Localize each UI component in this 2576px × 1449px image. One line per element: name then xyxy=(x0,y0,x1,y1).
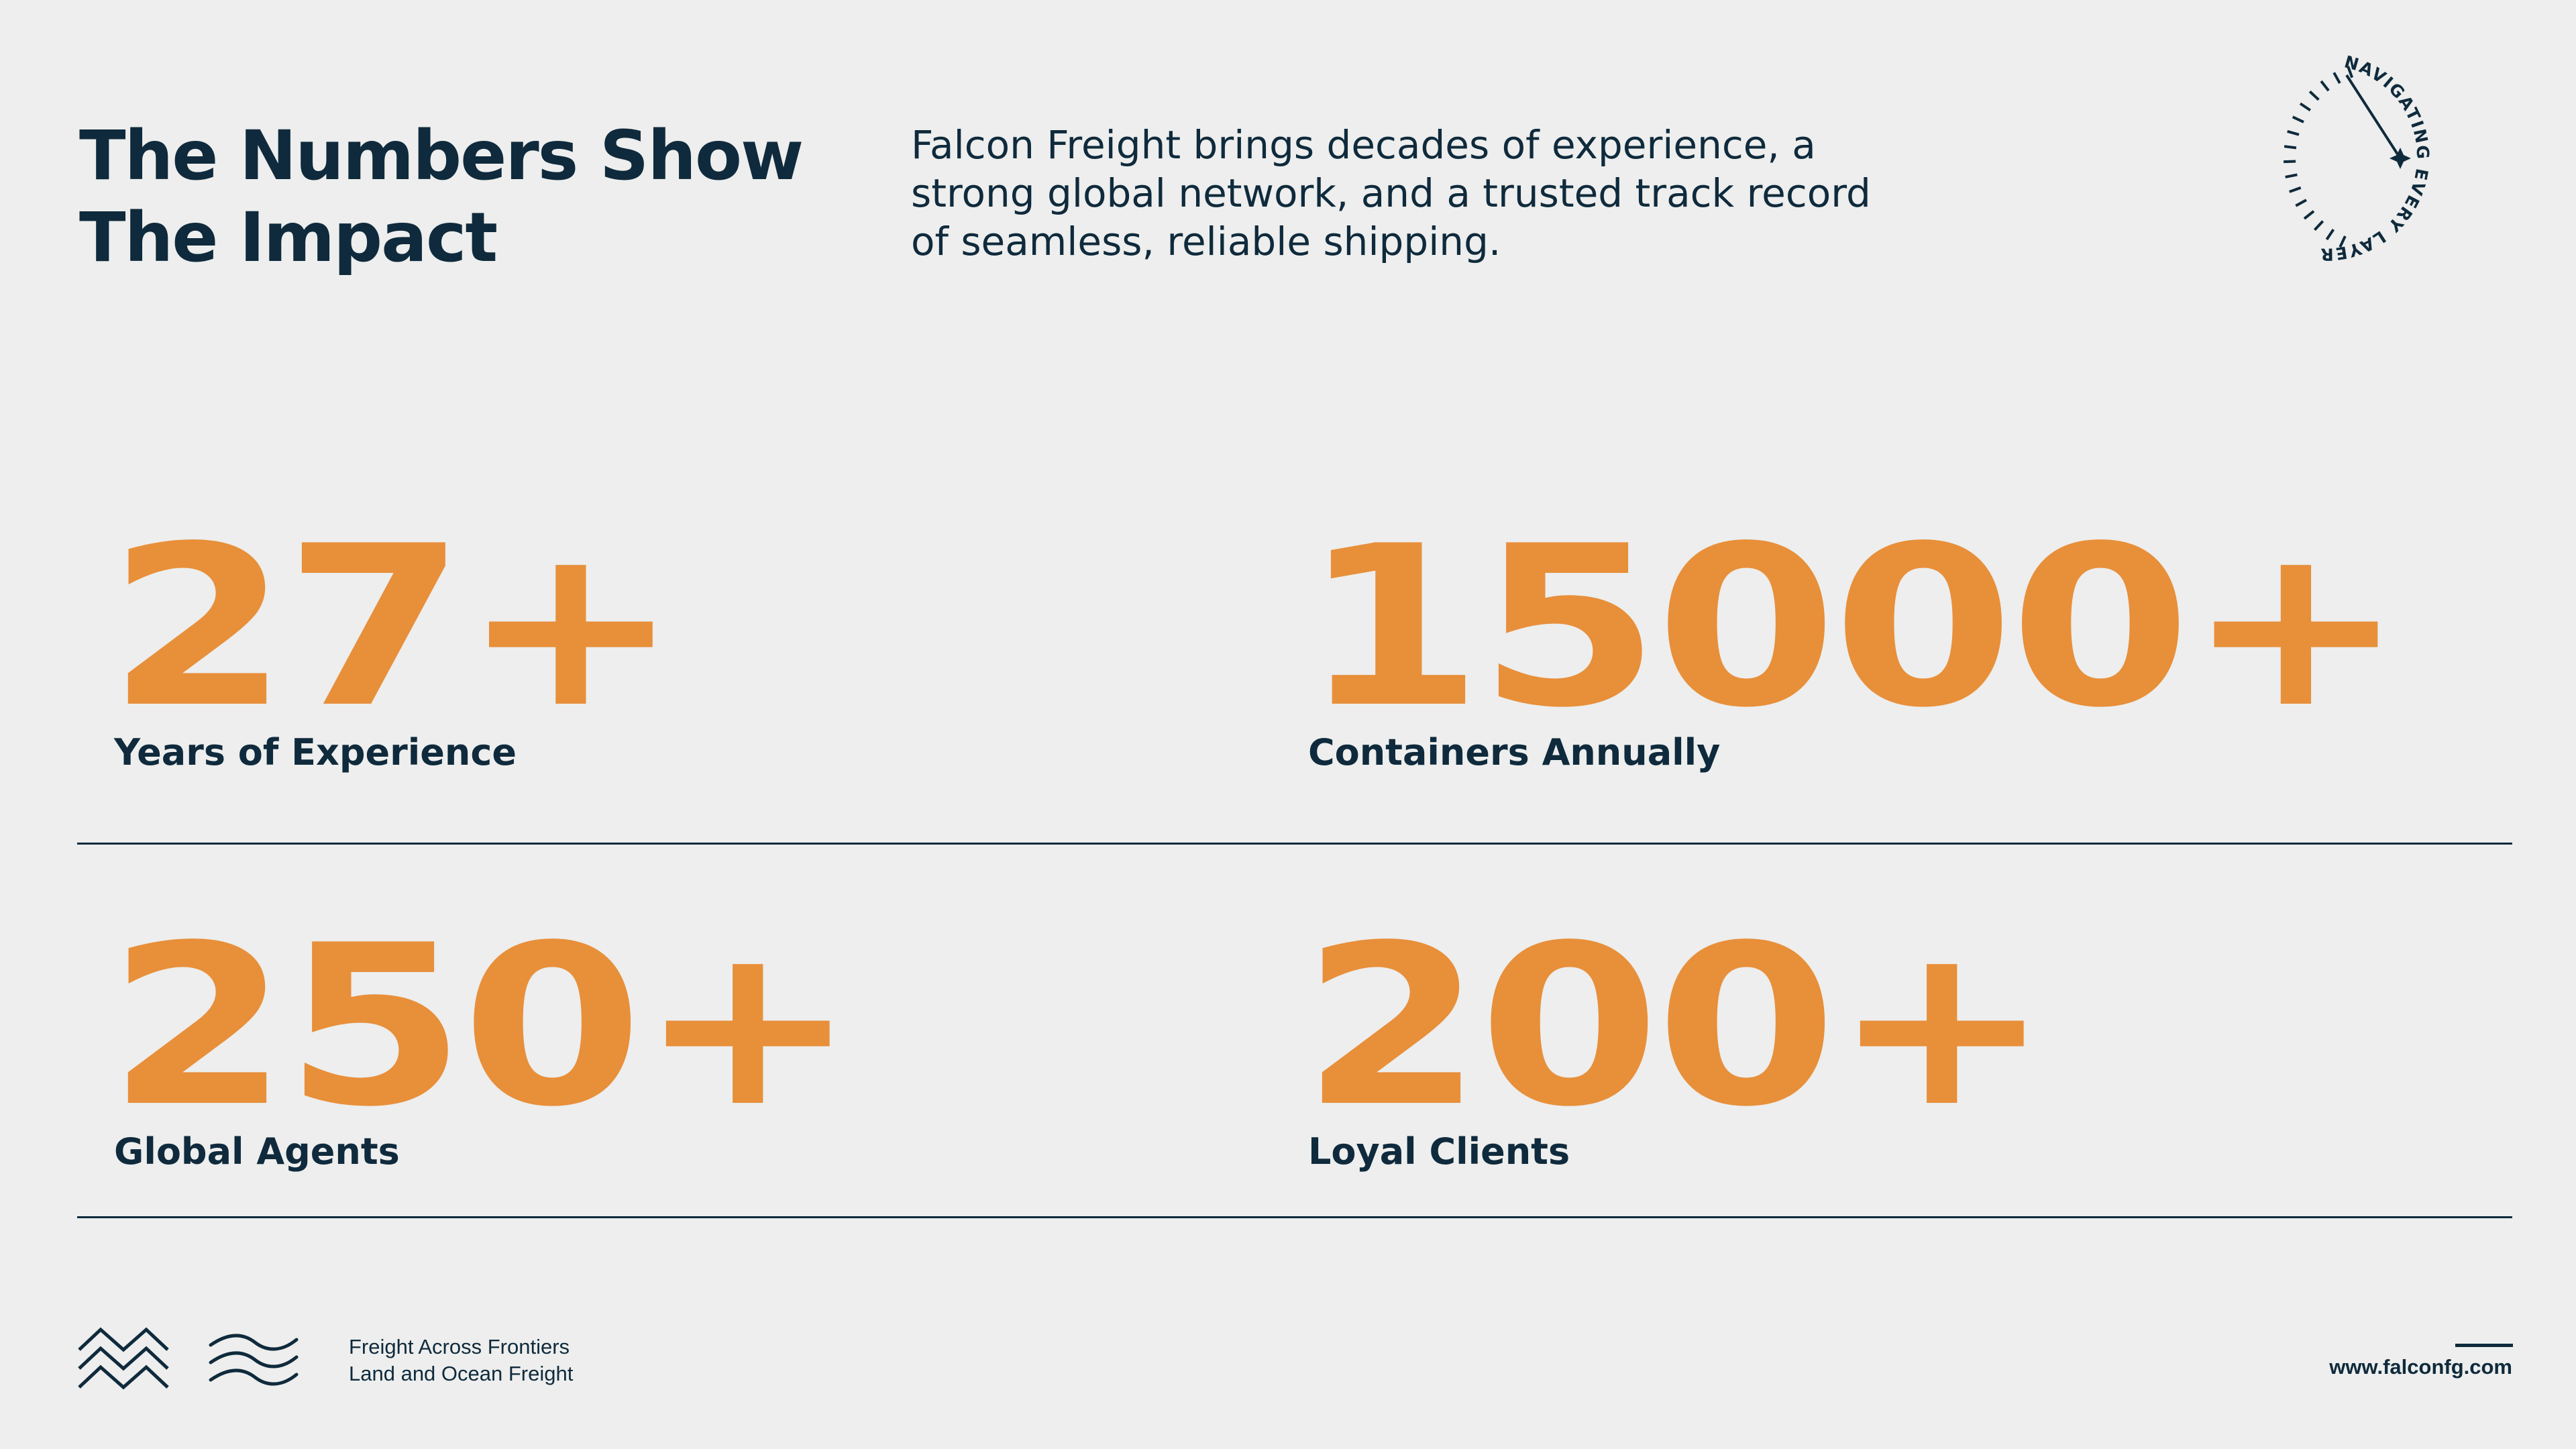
page-title-line-2: The Impact xyxy=(79,198,498,278)
dial-tick xyxy=(2303,210,2315,220)
dial-tick xyxy=(2339,235,2347,248)
svg-text:NAVIGATING EVERY LAYER OF THE: NAVIGATING EVERY LAYER OF THE WORLD xyxy=(2281,38,2432,264)
divider xyxy=(77,1216,2512,1218)
dial-tick xyxy=(2289,186,2302,193)
website-link[interactable]: www.falconfg.com xyxy=(2329,1355,2512,1379)
dial-tick xyxy=(2320,80,2330,92)
dial-tick xyxy=(2285,173,2298,178)
stat-label: Global Agents xyxy=(114,1130,400,1173)
dial-tick xyxy=(2284,145,2297,150)
stat-label: Years of Experience xyxy=(114,731,517,773)
badge-text: NAVIGATING EVERY LAYER OF THE WORLD xyxy=(2281,38,2431,264)
stat-label: Loyal Clients xyxy=(1308,1130,1570,1173)
stat-clients: 200+ Loyal Clients xyxy=(1301,916,2051,1173)
footer-tagline: Freight Across Frontiers Land and Ocean … xyxy=(349,1334,573,1387)
stat-containers: 15000+ Containers Annually xyxy=(1301,517,2406,774)
stat-value: 200+ xyxy=(1301,898,2051,1155)
intro-paragraph: Falcon Freight brings decades of experie… xyxy=(911,121,1917,266)
dial-tick xyxy=(2287,129,2300,136)
page-title-line-1: The Numbers Show xyxy=(79,116,804,196)
stat-value: 15000+ xyxy=(1301,498,2406,756)
divider xyxy=(77,843,2512,845)
stat-years: 27+ Years of Experience xyxy=(107,517,680,774)
dial-tick xyxy=(2295,199,2307,207)
dial-tick xyxy=(2332,72,2341,84)
stat-value: 250+ xyxy=(107,898,857,1155)
dial-tick xyxy=(2347,66,2354,78)
page-title: The Numbers Show The Impact xyxy=(79,115,804,279)
intro-line-1: Falcon Freight brings decades of experie… xyxy=(911,122,1816,168)
stat-agents: 250+ Global Agents xyxy=(107,916,857,1173)
mountain-logo-icon xyxy=(78,1327,169,1390)
dial-tick xyxy=(2299,102,2312,112)
tagline-line-1: Freight Across Frontiers xyxy=(349,1335,570,1358)
waves-logo-icon xyxy=(209,1334,299,1386)
stat-value: 27+ xyxy=(107,498,680,756)
intro-line-3: of seamless, reliable shipping. xyxy=(911,219,1501,264)
compass-dial-icon: NAVIGATING EVERY LAYER OF THE WORLD xyxy=(2281,38,2432,264)
dial-tick xyxy=(2292,115,2304,123)
dial-tick xyxy=(2308,90,2320,101)
tagline-line-2: Land and Ocean Freight xyxy=(349,1362,574,1385)
dial-tick xyxy=(2325,228,2335,241)
url-accent-bar xyxy=(2455,1344,2513,1347)
intro-line-2: strong global network, and a trusted tra… xyxy=(911,170,1871,216)
stat-label: Containers Annually xyxy=(1308,731,1721,773)
dial-tick xyxy=(2313,220,2324,231)
